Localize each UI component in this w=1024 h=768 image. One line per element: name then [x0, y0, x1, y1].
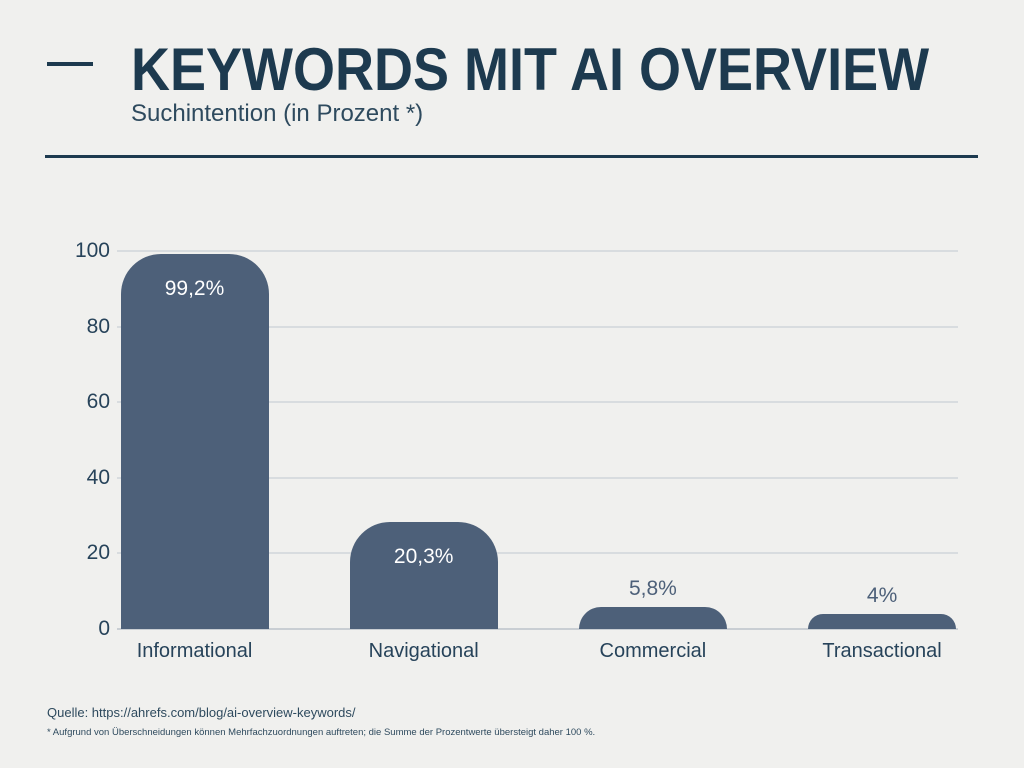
value-label-commercial: 5,8% — [628, 577, 677, 601]
category-label-commercial: Commercial — [599, 640, 707, 662]
gridline-20 — [117, 552, 958, 555]
bar-transactional — [808, 613, 957, 629]
gridline-0 — [117, 628, 958, 630]
category-label-transactional: Transactional — [822, 640, 942, 662]
y-axis-tick-20: 20 — [86, 541, 110, 565]
bar-informational: 99,2% — [120, 254, 269, 629]
y-axis-tick-100: 100 — [74, 239, 110, 262]
y-axis-tick-40: 40 — [86, 465, 110, 489]
value-label-transactional: 4% — [866, 583, 898, 607]
bar-navigational: 20,3% — [349, 522, 498, 629]
value-label-navigational: 20,3% — [393, 545, 454, 568]
gridline-40 — [117, 476, 958, 479]
y-axis-tick-60: 60 — [86, 390, 110, 414]
header-dash-line — [47, 62, 93, 66]
category-label-informational: Informational — [136, 640, 253, 662]
footnote-text: * Aufgrund von Überschneidungen können M… — [47, 727, 596, 738]
header-divider-line — [45, 155, 978, 158]
gridline-60 — [117, 401, 958, 404]
page-title: KEYWORDS MIT AI OVERVIEW — [131, 36, 930, 103]
chart-subtitle: Suchintention (in Prozent *) — [131, 100, 424, 127]
y-axis-tick-80: 80 — [86, 314, 110, 338]
value-label-informational: 99,2% — [164, 277, 225, 301]
y-axis-tick-0: 0 — [98, 617, 110, 640]
category-label-navigational: Navigational — [368, 640, 479, 662]
gridline-80 — [117, 325, 958, 328]
source-text: Quelle: https://ahrefs.com/blog/ai-overv… — [47, 705, 356, 720]
gridline-100 — [117, 250, 958, 252]
bar-commercial — [578, 607, 727, 629]
